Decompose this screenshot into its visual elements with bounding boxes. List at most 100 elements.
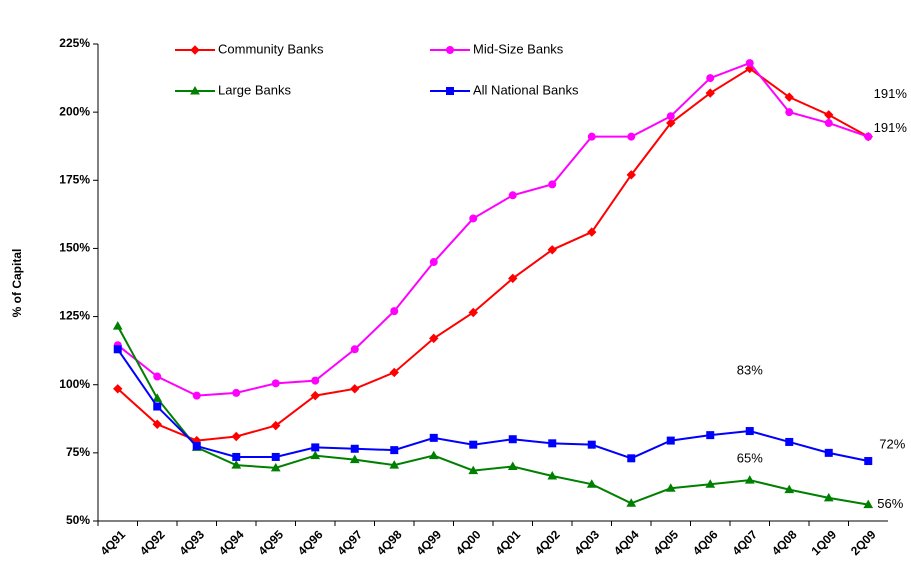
- value-label: 191%: [874, 120, 908, 135]
- marker: [784, 484, 795, 494]
- marker: [469, 440, 478, 449]
- marker: [627, 454, 636, 463]
- x-tick-label: 4Q05: [650, 527, 681, 558]
- marker: [311, 443, 320, 452]
- marker: [706, 431, 715, 440]
- marker: [666, 112, 675, 121]
- marker: [190, 85, 200, 95]
- y-axis-label: % of Capital: [10, 249, 24, 318]
- marker: [446, 46, 454, 54]
- value-label: 56%: [877, 496, 903, 511]
- marker: [823, 492, 834, 502]
- marker: [627, 132, 636, 141]
- marker: [390, 446, 399, 455]
- series-line: [117, 61, 869, 397]
- marker: [113, 384, 123, 394]
- marker: [468, 465, 479, 475]
- marker: [705, 88, 715, 98]
- x-tick-label: 4Q04: [611, 527, 642, 558]
- marker: [349, 454, 360, 464]
- marker: [112, 321, 123, 330]
- value-label: 191%: [874, 86, 908, 101]
- x-tick-label: 4Q00: [453, 527, 484, 558]
- marker: [548, 180, 557, 189]
- marker: [665, 483, 676, 492]
- marker: [232, 452, 241, 461]
- marker: [468, 307, 478, 318]
- marker: [824, 119, 833, 128]
- marker: [508, 435, 517, 444]
- marker: [587, 227, 597, 237]
- x-tick-label: 4Q96: [295, 527, 326, 558]
- marker: [429, 258, 438, 267]
- x-tick-label: 4Q95: [255, 527, 286, 558]
- x-tick-label: 4Q94: [216, 527, 247, 558]
- marker: [508, 191, 517, 200]
- x-tick-label: 4Q97: [334, 527, 365, 558]
- marker: [586, 479, 597, 488]
- x-tick-label: 4Q03: [571, 527, 602, 558]
- marker: [666, 118, 676, 128]
- marker: [508, 273, 518, 284]
- marker: [626, 498, 637, 507]
- marker: [389, 460, 400, 469]
- x-tick-label: 4Q06: [690, 527, 721, 558]
- series-line: [116, 348, 869, 463]
- y-tick-label: 200%: [59, 104, 90, 118]
- y-tick-label: 100%: [59, 377, 90, 391]
- marker: [153, 372, 162, 381]
- marker: [232, 388, 241, 397]
- marker: [547, 471, 558, 480]
- marker: [706, 74, 715, 83]
- marker: [350, 384, 360, 394]
- marker: [785, 108, 794, 117]
- y-tick-label: 150%: [59, 241, 90, 255]
- marker: [587, 440, 596, 449]
- x-tick-label: 4Q98: [374, 527, 405, 558]
- x-tick-label: 4Q92: [137, 527, 168, 558]
- marker: [350, 345, 359, 354]
- x-tick-label: 4Q02: [532, 527, 563, 558]
- value-label: 72%: [879, 436, 905, 451]
- marker: [864, 457, 873, 466]
- marker: [547, 245, 557, 255]
- legend-label: Mid-Size Banks: [473, 41, 564, 56]
- y-tick-label: 75%: [66, 445, 90, 459]
- marker: [785, 437, 794, 446]
- marker: [864, 132, 873, 141]
- marker: [429, 433, 438, 442]
- x-tick-label: 4Q93: [176, 527, 207, 558]
- marker: [429, 333, 439, 344]
- marker: [311, 376, 320, 385]
- x-tick-label: 4Q08: [769, 527, 800, 558]
- marker: [705, 479, 716, 488]
- marker: [784, 92, 794, 102]
- legend-label: Community Banks: [218, 41, 324, 56]
- y-tick-label: 225%: [59, 36, 90, 50]
- marker: [270, 462, 281, 472]
- value-label: 65%: [737, 451, 763, 466]
- y-tick-label: 175%: [59, 172, 90, 186]
- value-label: 83%: [737, 362, 763, 377]
- series-line: [117, 67, 869, 442]
- marker: [271, 452, 280, 461]
- marker: [469, 214, 478, 223]
- marker: [666, 436, 675, 445]
- marker: [389, 367, 399, 378]
- marker: [231, 460, 242, 469]
- marker: [231, 431, 241, 442]
- marker: [152, 393, 163, 402]
- marker: [863, 499, 874, 509]
- marker: [192, 442, 201, 451]
- marker: [548, 439, 557, 448]
- x-tick-label: 1Q09: [808, 527, 839, 558]
- y-tick-label: 125%: [59, 309, 90, 323]
- marker: [745, 427, 754, 436]
- x-tick-label: 4Q91: [97, 527, 128, 558]
- marker: [192, 391, 201, 400]
- marker: [428, 450, 439, 460]
- marker: [310, 390, 320, 401]
- marker: [271, 379, 280, 388]
- marker: [446, 87, 454, 95]
